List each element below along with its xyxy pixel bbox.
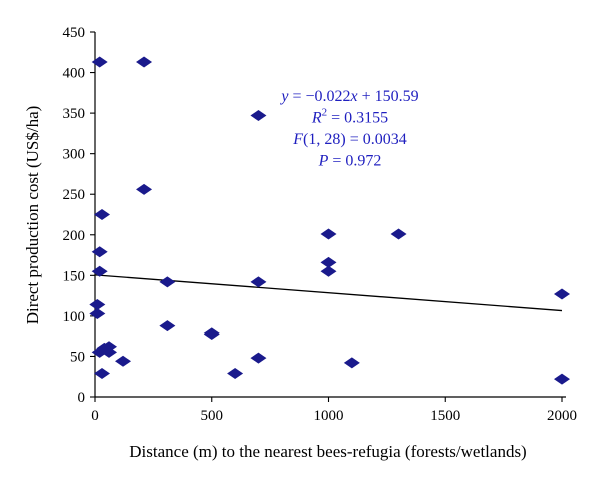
data-point <box>250 110 267 122</box>
annotation-line: F(1, 28) = 0.0034 <box>292 131 406 148</box>
data-point <box>250 276 267 288</box>
data-point <box>250 352 267 364</box>
axes <box>94 32 566 398</box>
data-point <box>91 56 108 68</box>
data-point <box>343 357 360 369</box>
data-point <box>320 265 337 277</box>
x-tick-label: 1500 <box>430 408 460 424</box>
data-point <box>554 373 570 385</box>
data-point <box>227 367 244 379</box>
y-tick-label: 150 <box>63 268 86 284</box>
data-point <box>89 307 106 319</box>
data-point <box>101 346 118 358</box>
annotation-line: P = 0.972 <box>318 153 382 170</box>
data-point <box>554 288 570 300</box>
data-point <box>91 346 108 358</box>
data-points <box>89 56 570 385</box>
data-point <box>115 355 132 367</box>
x-axis-label: Distance (m) to the nearest bees-refugia… <box>129 442 526 461</box>
y-tick-label: 200 <box>63 228 86 244</box>
y-tick-label: 250 <box>63 187 86 203</box>
y-axis-label: Direct production cost (US$/ha) <box>23 106 42 325</box>
data-point <box>159 320 176 332</box>
data-point <box>91 265 108 277</box>
ticks: 0 50 100 150 200 250 300 350 400 450 0 500 1000 1500 2… <box>63 25 578 424</box>
x-tick-label: 0 <box>91 408 99 424</box>
y-tick-label: 400 <box>63 66 86 82</box>
x-tick-label: 1000 <box>314 408 344 424</box>
y-tick-label: 50 <box>70 349 85 365</box>
data-point <box>320 256 337 268</box>
data-point <box>94 367 111 379</box>
y-tick-label: 100 <box>63 309 86 325</box>
annotation-line: R2 = 0.3155 <box>311 107 388 127</box>
data-point <box>159 276 176 288</box>
y-tick-label: 300 <box>63 147 86 163</box>
y-tick-label: 0 <box>78 390 86 406</box>
data-point <box>203 329 220 341</box>
data-point <box>94 209 111 220</box>
data-point <box>89 299 106 311</box>
regression-annotation: y = −0.022x + 150.59 R2 = 0.3155 F(1, 28) … <box>279 88 418 170</box>
data-point <box>91 246 108 258</box>
x-tick-label: 2000 <box>547 408 577 424</box>
data-point <box>136 56 153 68</box>
x-tick-label: 500 <box>201 408 224 424</box>
data-point <box>320 228 337 240</box>
annotation-line: y = −0.022x + 150.59 <box>279 88 418 105</box>
data-point <box>136 183 153 195</box>
y-tick-label: 350 <box>63 106 86 122</box>
data-point <box>390 228 407 240</box>
y-tick-label: 450 <box>63 25 86 41</box>
